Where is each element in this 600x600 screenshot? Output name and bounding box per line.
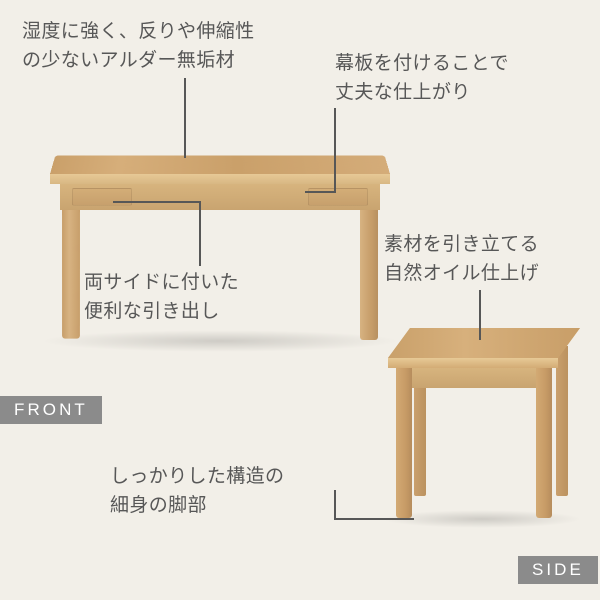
callout-legs: しっかりした構造の細身の脚部: [110, 462, 284, 521]
callout-apron: 幕板を付けることで丈夫な仕上がり: [335, 49, 509, 108]
side-label: SIDE: [518, 556, 598, 584]
callout-oilfinish: 素材を引き立てる自然オイル仕上げ: [384, 230, 539, 289]
leader-2: [305, 108, 335, 192]
callout-drawers: 両サイドに付いた便利な引き出し: [84, 268, 239, 327]
callout-material: 湿度に強く、反りや伸縮性の少ないアルダー無垢材: [22, 17, 255, 76]
front-label: FRONT: [0, 396, 102, 424]
leader-5: [335, 490, 414, 519]
leader-3: [113, 202, 200, 266]
